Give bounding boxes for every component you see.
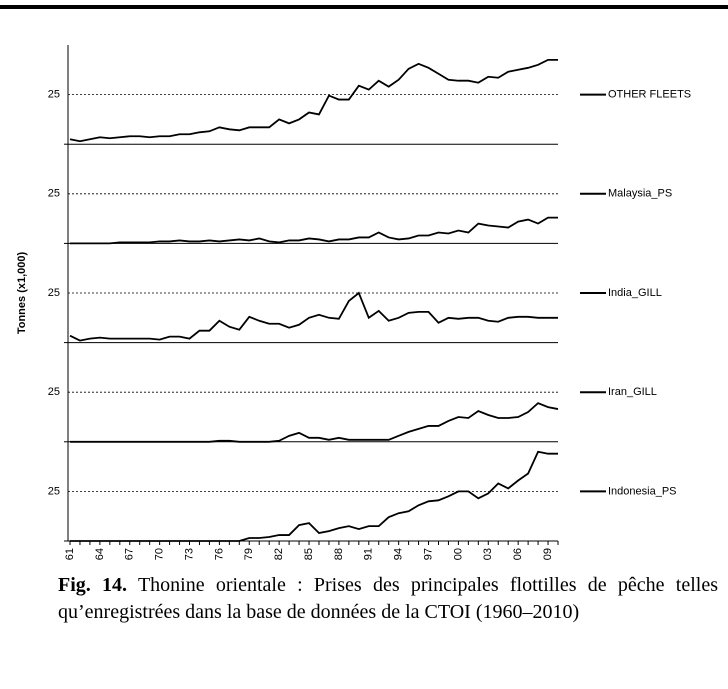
x-tick-label: 73 <box>183 548 195 560</box>
y-tick-label: 25 <box>48 386 60 398</box>
caption: Fig. 14. Thonine orientale : Prises des … <box>58 572 718 626</box>
x-tick-label: 76 <box>213 548 225 560</box>
x-tick-label: 00 <box>452 548 464 560</box>
x-tick-label: 85 <box>303 548 315 560</box>
legend-label: India_GILL <box>608 287 662 299</box>
y-tick-label: 25 <box>48 89 60 101</box>
x-tick-label: 82 <box>273 548 285 560</box>
series-line <box>70 450 558 542</box>
x-tick-label: 09 <box>542 548 554 560</box>
legend-label: Iran_GILL <box>608 386 657 398</box>
y-axis-label: Tonnes (x1,000) <box>16 252 28 335</box>
x-tick-label: 88 <box>333 548 345 560</box>
x-tick-label: 64 <box>94 548 106 560</box>
x-tick-label: 67 <box>124 548 136 560</box>
legend-label: OTHER FLEETS <box>608 89 691 101</box>
x-tick-label: 79 <box>243 548 255 560</box>
x-tick-label: 06 <box>512 548 524 560</box>
series-line <box>70 216 558 245</box>
caption-text: Thonine orientale : Prises des principal… <box>58 574 719 623</box>
y-tick-label: 25 <box>48 188 60 200</box>
x-tick-label: 70 <box>154 548 166 560</box>
x-tick-label: 97 <box>422 548 434 560</box>
top-rule <box>0 5 728 9</box>
x-tick-label: 91 <box>363 548 375 560</box>
x-tick-label: 94 <box>393 548 405 560</box>
series-line <box>69 291 558 342</box>
y-tick-label: 25 <box>48 485 60 497</box>
x-tick-label: 03 <box>482 548 494 560</box>
legend-label: Indonesia_PS <box>608 485 677 497</box>
x-tick-label: 61 <box>64 548 76 560</box>
series-line <box>70 402 559 443</box>
legend-label: Malaysia_PS <box>608 188 672 200</box>
y-tick-label: 25 <box>48 287 60 299</box>
caption-label: Fig. 14. <box>58 574 128 596</box>
series-line <box>69 58 558 143</box>
chart: Tonnes (x1,000) 25 OTHER FLEETS 25 Malaysia… <box>0 5 728 560</box>
